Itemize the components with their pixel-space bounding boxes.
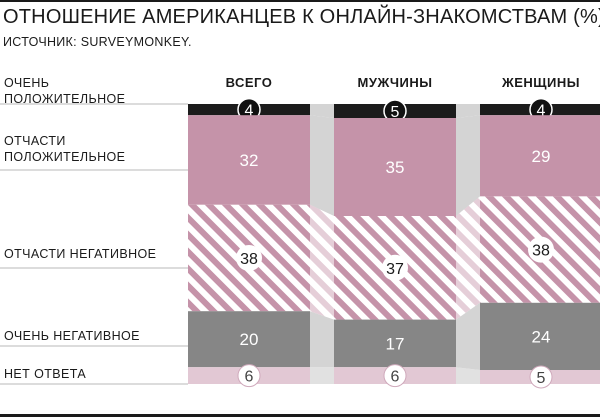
bar-women-somewhat-positive — [480, 115, 600, 197]
row-label-very-positive-line-1: ОЧЕНЬ — [4, 76, 50, 90]
connector-men-somewhat-positive — [456, 115, 480, 216]
value-label-total-somewhat-positive: 32 — [240, 151, 259, 170]
column-header-men: МУЖЧИНЫ — [357, 75, 433, 90]
value-label-women-somewhat-positive: 29 — [532, 147, 551, 166]
value-label-men-somewhat-negative: 37 — [386, 261, 404, 278]
value-label-men-no-answer: 6 — [391, 369, 400, 386]
row-label-very-positive: ОЧЕНЬ ПОЛОЖИТЕЛЬНОЕ — [4, 75, 125, 107]
connector-total-somewhat-positive — [310, 115, 334, 216]
bar-men-very-negative — [334, 319, 456, 368]
chart-source: ИСТОЧНИК: SURVEYMONKEY. — [3, 35, 192, 49]
value-badge-women-no-answer — [529, 365, 553, 389]
bar-men-somewhat-positive — [334, 118, 456, 216]
connector-men-very-negative — [456, 302, 480, 370]
row-label-no-answer-line-1: НЕТ ОТВЕТА — [4, 367, 87, 381]
connector-men-no-answer — [456, 367, 480, 384]
bar-total-very-negative — [188, 311, 310, 368]
connector-men-somewhat-negative — [456, 196, 480, 320]
connector-men-very-positive — [456, 104, 480, 118]
value-label-total-somewhat-negative: 38 — [240, 251, 258, 268]
value-badge-total-no-answer — [237, 364, 261, 388]
chart-title: ОТНОШЕНИЕ АМЕРИКАНЦЕВ К ОНЛАЙН-ЗНАКОМСТВ… — [3, 6, 600, 28]
value-label-women-very-positive: 4 — [537, 103, 546, 120]
row-label-very-negative-line-1: ОЧЕНЬ НЕГАТИВНОЕ — [4, 329, 140, 343]
connector-total-somewhat-negative — [310, 204, 334, 320]
row-label-somewhat-positive: ОТЧАСТИ ПОЛОЖИТЕЛЬНОЕ — [4, 133, 125, 165]
row-label-somewhat-positive-line-1: ОТЧАСТИ — [4, 134, 66, 148]
row-label-very-negative: ОЧЕНЬ НЕГАТИВНОЕ — [4, 328, 140, 344]
top-rule — [0, 0, 600, 2]
value-badge-total-somewhat-negative — [236, 245, 262, 271]
value-badge-men-somewhat-negative — [382, 254, 408, 281]
row-label-somewhat-positive-line-2: ПОЛОЖИТЕЛЬНОЕ — [4, 150, 126, 164]
value-label-men-very-negative: 17 — [386, 334, 405, 353]
bottom-rule — [0, 414, 600, 417]
column-header-total: ВСЕГО — [225, 75, 273, 90]
row-label-very-positive-line-2: ПОЛОЖИТЕЛЬНОЕ — [4, 92, 126, 106]
value-badge-women-somewhat-negative — [528, 236, 554, 263]
value-label-women-no-answer: 5 — [537, 370, 546, 387]
value-label-total-very-positive: 4 — [245, 103, 254, 120]
row-label-somewhat-negative-line-1: ОТЧАСТИ НЕГАТИВНОЕ — [4, 247, 157, 261]
value-label-women-very-negative: 24 — [532, 327, 551, 346]
connector-total-very-positive — [310, 104, 334, 118]
row-label-no-answer: НЕТ ОТВЕТА — [4, 366, 86, 382]
value-label-women-somewhat-negative: 38 — [532, 243, 550, 260]
value-badge-men-no-answer — [383, 364, 407, 388]
value-label-men-very-positive: 5 — [391, 104, 400, 121]
value-label-total-very-negative: 20 — [240, 330, 259, 349]
connector-total-no-answer — [310, 367, 334, 384]
bar-women-very-negative — [480, 302, 600, 370]
value-label-men-somewhat-positive: 35 — [386, 158, 405, 177]
value-label-total-no-answer: 6 — [245, 369, 254, 386]
bar-total-somewhat-positive — [188, 115, 310, 205]
connector-total-very-negative — [310, 311, 334, 368]
row-label-somewhat-negative: ОТЧАСТИ НЕГАТИВНОЕ — [4, 246, 156, 262]
column-header-women: ЖЕНЩИНЫ — [501, 75, 580, 90]
